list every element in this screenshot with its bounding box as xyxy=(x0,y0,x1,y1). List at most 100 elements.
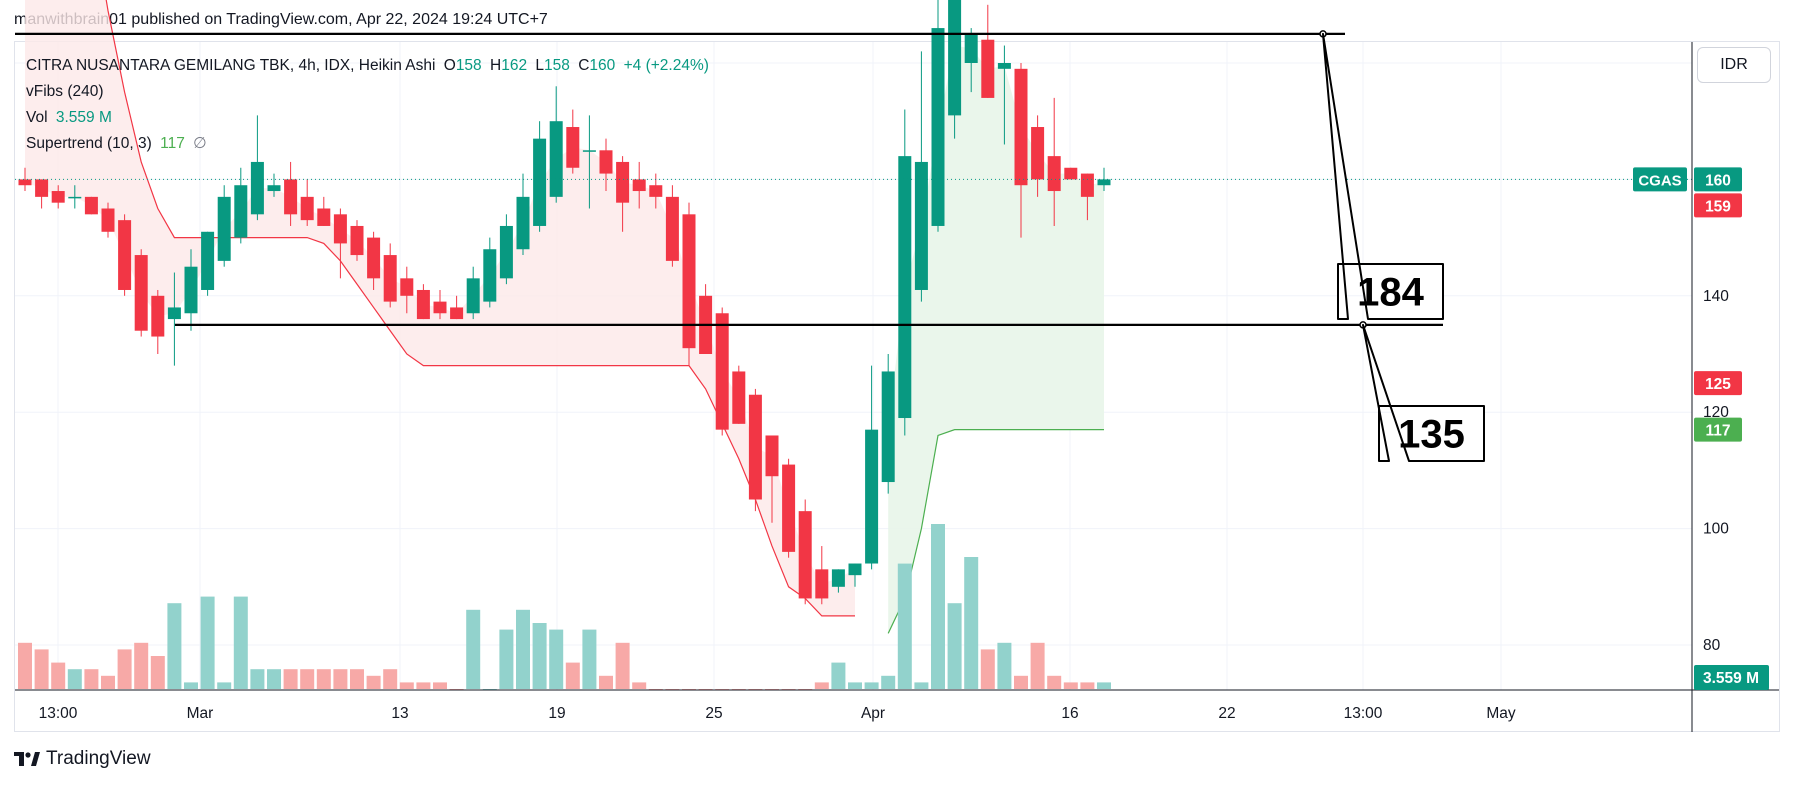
volume-label[interactable]: Vol xyxy=(26,109,48,126)
volume-bar xyxy=(599,675,613,689)
symbol-price-tag: CGAS xyxy=(1638,172,1681,189)
y-tick-label: 140 xyxy=(1703,288,1729,305)
x-tick-label: 13:00 xyxy=(1344,705,1383,722)
candle-body xyxy=(84,196,98,215)
chart-legend: CITRA NUSANTARA GEMILANG TBK, 4h, IDX, H… xyxy=(26,53,713,157)
candle-body xyxy=(217,196,231,261)
volume-bar xyxy=(499,629,514,689)
candle-body xyxy=(68,196,82,199)
price-axis-tag-bg xyxy=(1694,193,1742,218)
ohlc-open-value: 158 xyxy=(455,57,482,74)
volume-bar xyxy=(134,642,149,689)
x-tick-label: 13 xyxy=(391,705,408,722)
candle-body xyxy=(1097,179,1111,186)
x-tick-label: May xyxy=(1486,705,1516,722)
volume-bar xyxy=(516,609,530,689)
candle-body xyxy=(18,179,32,186)
supertrend-up-line xyxy=(887,429,1104,634)
volume-bar xyxy=(316,669,331,689)
candle-body xyxy=(665,196,679,261)
candle-body xyxy=(981,39,995,98)
candle-body xyxy=(250,161,264,215)
ohlc-close-label: C xyxy=(578,57,590,74)
candle-body xyxy=(333,214,347,244)
price-axis-tag: 160 xyxy=(1705,172,1731,189)
candle-body xyxy=(416,289,430,320)
volume-legend-row[interactable]: Vol 3.559 M xyxy=(26,105,713,131)
candle-body xyxy=(134,255,148,331)
ohlc-low-value: 158 xyxy=(544,57,570,74)
candle-body xyxy=(433,301,447,314)
volume-bar xyxy=(433,682,447,689)
volume-bar xyxy=(615,642,630,689)
volume-bar xyxy=(1097,682,1111,689)
candle-body xyxy=(732,371,746,424)
volume-bar xyxy=(914,682,929,689)
volume-bar xyxy=(117,649,132,689)
volume-bar xyxy=(1047,675,1062,689)
candle-body xyxy=(1047,156,1061,192)
supertrend-empty-value: ∅ xyxy=(193,135,207,152)
candle-body xyxy=(798,511,812,599)
supertrend-legend-row[interactable]: Supertrend (10, 3) 117 ∅ xyxy=(26,131,713,157)
volume-bar xyxy=(1063,682,1078,689)
vfibs-label[interactable]: vFibs (240) xyxy=(26,83,104,100)
candle-body xyxy=(450,307,464,320)
price-change: +4 (+2.24%) xyxy=(623,57,709,74)
level-callout-label: 184 xyxy=(1357,271,1424,315)
candle-body xyxy=(682,214,696,349)
price-axis-tag: 125 xyxy=(1705,376,1731,393)
symbol-legend-row[interactable]: CITRA NUSANTARA GEMILANG TBK, 4h, IDX, H… xyxy=(26,53,713,79)
supertrend-label[interactable]: Supertrend (10, 3) xyxy=(26,135,152,152)
candle-body xyxy=(948,0,962,116)
candle-body xyxy=(1031,127,1045,180)
volume-bar xyxy=(18,642,32,689)
volume-bar xyxy=(101,675,115,689)
candle-body xyxy=(101,208,115,232)
y-tick-label: 120 xyxy=(1703,404,1729,421)
ohlc-low-label: L xyxy=(535,57,545,74)
candle-body xyxy=(831,569,845,587)
chart-frame[interactable] xyxy=(14,41,1780,732)
symbol-title[interactable]: CITRA NUSANTARA GEMILANG TBK, 4h, IDX, H… xyxy=(26,57,436,74)
candle-body xyxy=(400,278,414,296)
volume-bar xyxy=(150,656,165,689)
candle-body xyxy=(499,225,513,279)
x-tick-label: Apr xyxy=(861,705,885,722)
candle-body xyxy=(931,28,945,226)
tradingview-brand: TradingView xyxy=(46,748,151,769)
volume-bar xyxy=(964,557,979,689)
tradingview-logo[interactable]: TradingView xyxy=(14,748,151,770)
candle-body xyxy=(765,435,779,477)
ohlc-high-value: 162 xyxy=(501,57,528,74)
volume-bar xyxy=(881,675,896,689)
y-tick-label: 100 xyxy=(1703,521,1729,538)
candle-body xyxy=(848,563,862,576)
volume-bar xyxy=(383,669,398,689)
candle-body xyxy=(317,208,331,226)
candle-body xyxy=(383,255,397,302)
currency-button[interactable]: IDR xyxy=(1697,47,1771,83)
candle-body xyxy=(350,225,364,256)
volume-bar xyxy=(947,603,962,689)
price-axis-tag-bg xyxy=(1694,167,1742,192)
candle-body xyxy=(616,161,630,203)
ohlc-close-value: 160 xyxy=(589,57,616,74)
volume-bar xyxy=(233,596,248,689)
candle-body xyxy=(1080,173,1094,197)
level-callout-label: 135 xyxy=(1398,413,1465,457)
volume-bar xyxy=(416,682,431,689)
volume-bar xyxy=(300,669,315,689)
candle-body xyxy=(35,179,49,197)
volume-bar xyxy=(167,603,182,689)
vfibs-legend-row[interactable]: vFibs (240) xyxy=(26,79,713,105)
volume-bar xyxy=(632,682,647,689)
ohlc-high-label: H xyxy=(490,57,502,74)
candle-body xyxy=(997,63,1011,69)
supertrend-up-fill xyxy=(888,45,1104,634)
candle-body xyxy=(51,191,65,203)
volume-bar xyxy=(980,649,995,689)
x-tick-label: 22 xyxy=(1218,705,1235,722)
volume-bar xyxy=(1030,642,1045,689)
